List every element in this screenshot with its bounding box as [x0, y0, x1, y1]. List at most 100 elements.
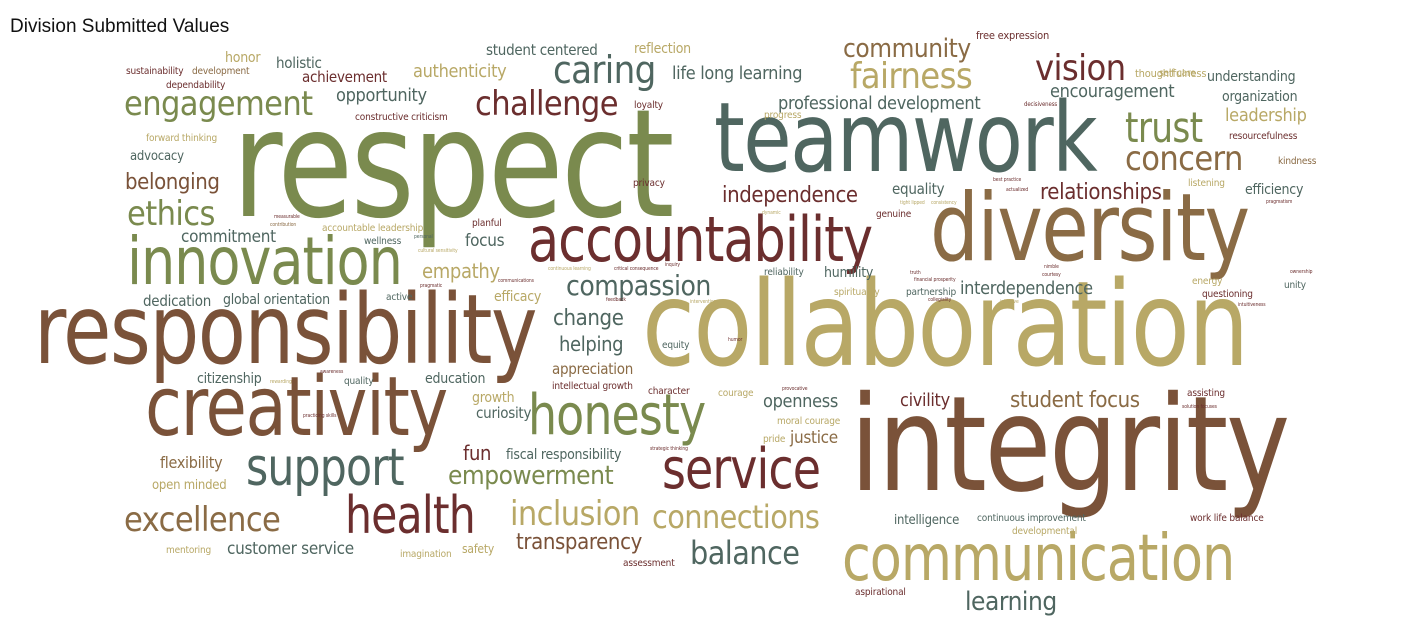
- cloud-word: transparency: [516, 529, 642, 555]
- cloud-word: listening: [1188, 177, 1225, 189]
- cloud-word: solution focuses: [1182, 404, 1217, 411]
- cloud-word: personal: [414, 234, 433, 241]
- cloud-word: courtesy: [1042, 272, 1061, 279]
- cloud-word: advocacy: [130, 149, 184, 165]
- cloud-word: initiative: [1000, 299, 1019, 306]
- cloud-word: awareness: [320, 369, 344, 376]
- cloud-word: assisting: [1187, 387, 1225, 399]
- cloud-word: measurable: [274, 214, 300, 221]
- cloud-word: communications: [498, 278, 534, 285]
- cloud-word: pragmatism: [1266, 199, 1293, 206]
- cloud-word: humor: [728, 337, 743, 344]
- cloud-word: interdependence: [960, 278, 1093, 300]
- cloud-word: available: [1032, 300, 1052, 307]
- cloud-word: fun: [463, 440, 492, 465]
- cloud-word: relationships: [1040, 179, 1162, 205]
- cloud-word: integrity: [850, 367, 1290, 522]
- cloud-word: thoughtfulness: [1135, 66, 1207, 80]
- cloud-word: collegiality: [928, 297, 952, 304]
- cloud-word: communication: [842, 522, 1235, 597]
- cloud-word: pride: [763, 433, 786, 445]
- cloud-word: leadership: [1225, 105, 1307, 127]
- cloud-word: safety: [462, 541, 495, 556]
- cloud-word: engagement: [124, 83, 313, 124]
- cloud-word: reflection: [634, 41, 691, 58]
- cloud-word: accountability: [528, 202, 873, 276]
- cloud-word: decisiveness: [1024, 101, 1058, 109]
- cloud-word: nimble: [1044, 264, 1059, 271]
- cloud-word: student centered: [486, 41, 598, 60]
- cloud-word: humility: [824, 265, 874, 282]
- cloud-word: support: [246, 438, 405, 499]
- cloud-word: ownership: [1290, 269, 1313, 276]
- cloud-word: openness: [763, 391, 838, 413]
- cloud-word: unity: [1284, 279, 1306, 291]
- cloud-word: focus: [465, 231, 505, 252]
- cloud-word: fairness: [850, 55, 973, 97]
- cloud-word: self care: [1159, 67, 1196, 79]
- cloud-word: ethics: [127, 193, 215, 234]
- cloud-word: progress: [764, 109, 802, 121]
- cloud-word: actualized: [1006, 187, 1029, 194]
- cloud-word: kindness: [1278, 155, 1317, 167]
- cloud-word: health: [345, 486, 476, 547]
- cloud-word: truth: [910, 270, 921, 277]
- cloud-word: best practice: [993, 177, 1022, 184]
- cloud-word: dependability: [166, 79, 226, 91]
- cloud-word: constructive criticism: [355, 111, 448, 123]
- cloud-word: continuous learning: [548, 266, 591, 273]
- cloud-word: intervention: [690, 299, 717, 306]
- cloud-word: caring: [553, 48, 656, 93]
- cloud-word: flexibility: [160, 453, 223, 473]
- cloud-word: active: [386, 291, 413, 303]
- cloud-word: provocative: [782, 386, 808, 393]
- cloud-word: contribution: [270, 222, 297, 229]
- cloud-word: genuine: [876, 208, 912, 220]
- cloud-word: efficiency: [1245, 182, 1304, 199]
- cloud-word: financial prosperity: [914, 277, 956, 284]
- cloud-word: global orientation: [223, 292, 330, 309]
- cloud-word: excellence: [124, 499, 281, 540]
- cloud-word: understanding: [1207, 69, 1296, 86]
- cloud-word: diversity: [930, 173, 1250, 283]
- cloud-word: quality: [344, 375, 374, 387]
- cloud-word: belonging: [125, 169, 220, 195]
- cloud-word: critical consequence: [614, 266, 659, 273]
- cloud-word: developmental: [1012, 525, 1078, 537]
- cloud-word: spirituality: [834, 286, 880, 298]
- cloud-word: empowerment: [448, 461, 614, 492]
- cloud-word: imagination: [400, 548, 452, 560]
- cloud-word: justice: [790, 428, 838, 449]
- cloud-word: dynamic: [762, 210, 781, 217]
- cloud-word: citizenship: [197, 371, 262, 388]
- cloud-word: character: [648, 385, 690, 397]
- cloud-word: work life balance: [1190, 512, 1264, 524]
- cloud-word: privacy: [633, 177, 665, 189]
- cloud-word: mentoring: [166, 544, 212, 556]
- cloud-word: efficacy: [494, 289, 542, 306]
- cloud-word: loyalty: [634, 99, 663, 111]
- cloud-word: service: [662, 437, 821, 503]
- cloud-word: equity: [662, 339, 690, 351]
- cloud-word: tight lipped: [900, 200, 925, 207]
- cloud-word: honor: [225, 50, 261, 67]
- cloud-word: reliability: [764, 266, 804, 278]
- cloud-word: challenge: [475, 83, 619, 124]
- cloud-word: fiscal responsibility: [506, 447, 622, 464]
- cloud-word: holistic: [276, 54, 322, 73]
- cloud-word: accountable leadership: [322, 222, 424, 234]
- cloud-word: collaboration: [642, 255, 1249, 394]
- cloud-word: strategic thinking: [650, 446, 688, 453]
- cloud-word: inquiry: [665, 262, 680, 269]
- cloud-word: responsibility: [34, 273, 538, 386]
- cloud-word: consistency: [931, 200, 957, 207]
- cloud-word: intuitiveness: [1238, 302, 1266, 309]
- cloud-word: change: [553, 305, 624, 331]
- cloud-word: growth: [472, 390, 515, 407]
- cloud-word: education: [425, 371, 486, 388]
- cloud-word: practicing skills: [303, 413, 337, 420]
- cloud-word: opportunity: [336, 85, 427, 107]
- cloud-word: organization: [1222, 89, 1298, 106]
- cloud-word: sustainability: [126, 65, 184, 77]
